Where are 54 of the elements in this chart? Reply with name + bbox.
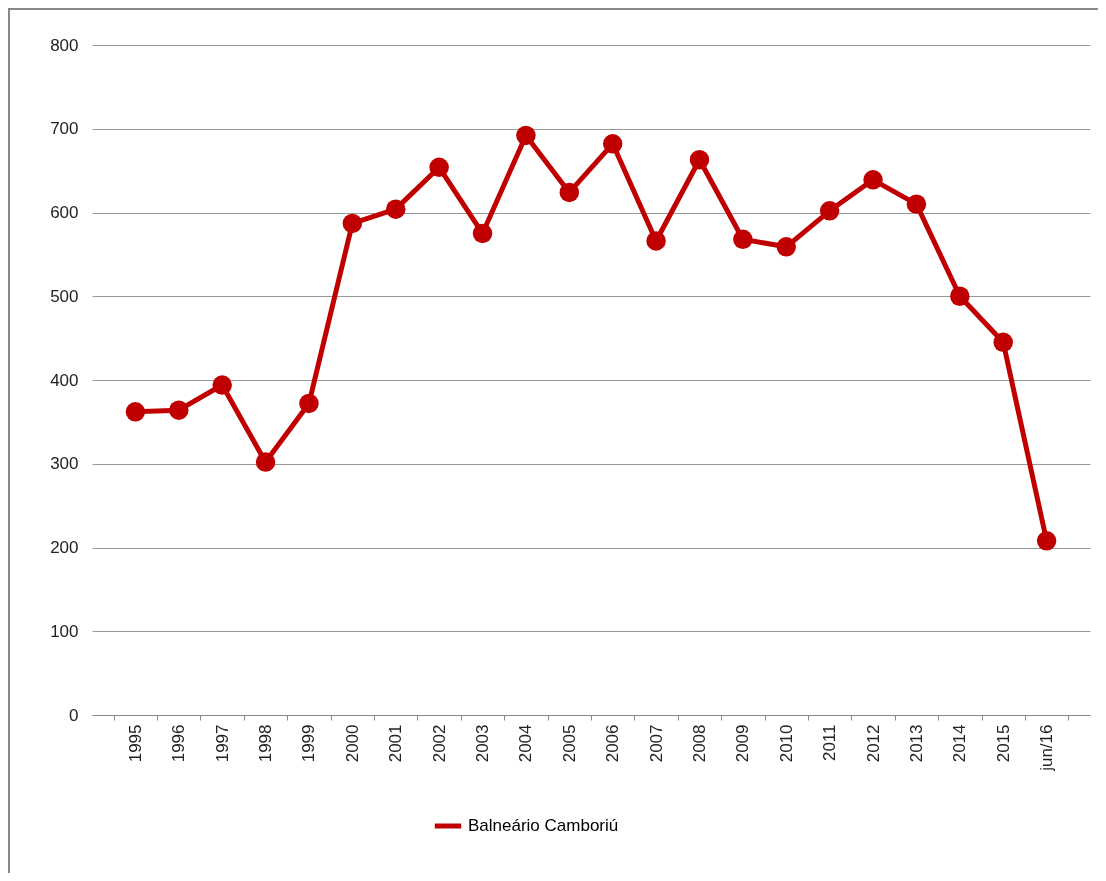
x-tick-label: 2015: [993, 724, 1013, 763]
y-tick-label: 100: [50, 621, 79, 641]
y-tick-label: 500: [50, 286, 79, 306]
x-tick-label: 2007: [646, 724, 666, 763]
y-tick-label: 600: [50, 203, 79, 222]
point: [169, 400, 189, 420]
x-tick-label: 1996: [169, 724, 189, 763]
point: [299, 393, 319, 414]
x-tick-label: 2010: [776, 724, 796, 763]
x-tick-label: 2012: [863, 724, 883, 763]
point: [646, 231, 666, 251]
x-tick-label: 2011: [820, 724, 840, 762]
point: [472, 223, 493, 244]
point: [776, 237, 797, 257]
y-tick-label: 300: [50, 454, 79, 474]
point: [429, 157, 449, 177]
x-tick-label: 2013: [906, 724, 926, 763]
point: [602, 134, 623, 154]
x-tick-label: 2009: [733, 724, 753, 763]
point: [906, 194, 927, 214]
x-tick-label: 1995: [125, 724, 145, 763]
point: [342, 213, 363, 234]
point: [385, 199, 406, 219]
point: [819, 201, 840, 221]
x-tick-label: 2002: [429, 724, 449, 763]
y-tick-label: 800: [50, 35, 79, 55]
point: [1036, 531, 1057, 551]
x-tick-label: 1998: [256, 724, 276, 763]
point: [689, 150, 710, 170]
x-tick-label: 2000: [342, 724, 362, 763]
point: [950, 286, 970, 306]
x-tick-label: 2004: [516, 724, 536, 763]
x-tick-label: 2014: [950, 724, 970, 763]
point: [125, 402, 146, 422]
point: [516, 125, 536, 146]
y-tick-label: 400: [50, 370, 79, 390]
x-tick-label: 1997: [212, 724, 232, 763]
point: [863, 170, 883, 190]
y-tick-label: 700: [50, 119, 79, 139]
legend-label: Balneário Camboriú: [468, 816, 619, 835]
point: [255, 452, 276, 472]
y-tick-label: 0: [69, 705, 79, 725]
y-tick-label: 200: [50, 538, 79, 557]
x-tick-label: 2008: [689, 724, 709, 763]
point: [559, 182, 580, 203]
x-tick-label: 1999: [299, 724, 319, 763]
x-tick-label: 2001: [386, 724, 406, 763]
point: [993, 332, 1013, 353]
point: [733, 229, 753, 250]
x-tick-label: 2006: [603, 724, 623, 763]
point: [212, 375, 232, 395]
x-tick-label: jun/16: [1037, 724, 1057, 772]
x-tick-label: 2005: [559, 724, 579, 763]
x-tick-label: 2003: [473, 724, 493, 763]
